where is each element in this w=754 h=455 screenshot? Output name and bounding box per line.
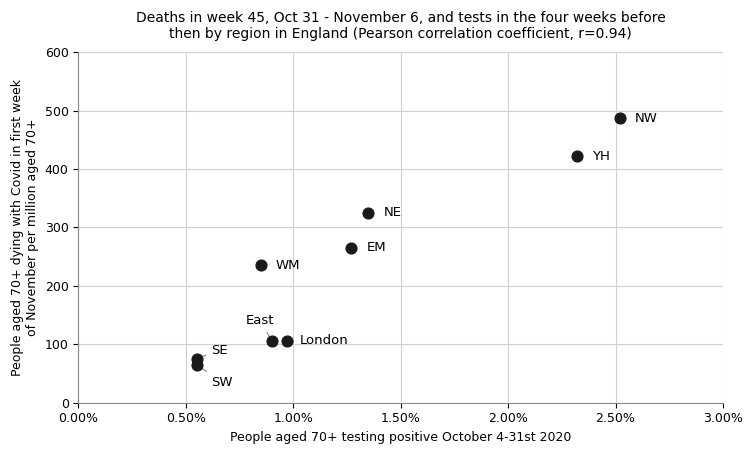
Point bbox=[280, 337, 293, 344]
X-axis label: People aged 70+ testing positive October 4-31st 2020: People aged 70+ testing positive October… bbox=[230, 431, 572, 444]
Text: SW: SW bbox=[199, 366, 233, 389]
Point bbox=[363, 209, 375, 217]
Point bbox=[191, 355, 203, 363]
Text: NW: NW bbox=[635, 111, 657, 125]
Text: EM: EM bbox=[366, 241, 386, 254]
Point bbox=[345, 244, 357, 252]
Text: YH: YH bbox=[592, 150, 610, 162]
Text: East: East bbox=[246, 314, 274, 339]
Point bbox=[191, 361, 203, 368]
Y-axis label: People aged 70+ dying with Covid in first week
of November per million aged 70+: People aged 70+ dying with Covid in firs… bbox=[11, 79, 39, 376]
Text: WM: WM bbox=[276, 259, 301, 272]
Point bbox=[255, 262, 267, 269]
Text: SE: SE bbox=[199, 344, 228, 358]
Title: Deaths in week 45, Oct 31 - November 6, and tests in the four weeks before
then : Deaths in week 45, Oct 31 - November 6, … bbox=[136, 11, 666, 41]
Point bbox=[571, 152, 583, 160]
Point bbox=[614, 115, 626, 122]
Text: NE: NE bbox=[384, 206, 401, 219]
Text: London: London bbox=[299, 334, 348, 347]
Point bbox=[265, 337, 277, 344]
